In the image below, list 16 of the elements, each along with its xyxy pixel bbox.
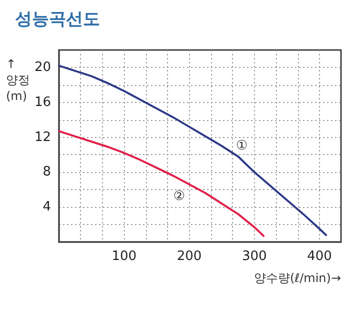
x-axis-title: 양수량(ℓ/min)→: [254, 271, 341, 285]
line-series: [58, 64, 328, 236]
y-tick-label: 8: [42, 164, 51, 180]
x-tick-label: 300: [242, 249, 267, 264]
y-axis-title: ↑ 양정 (m): [6, 57, 30, 103]
x-tick-label: 400: [307, 249, 332, 264]
annotation: ①: [236, 138, 248, 154]
y-tick-label: 12: [34, 130, 51, 145]
annotation: ②: [173, 188, 186, 204]
x-tick-label: 100: [112, 249, 137, 264]
y-tick-label: 20: [34, 60, 51, 75]
line-series: [58, 130, 264, 237]
x-tick-label: 200: [176, 249, 202, 264]
y-tick-label: 16: [34, 94, 51, 110]
y-tick-label: 4: [42, 200, 51, 215]
chart-title: 성능곡선도: [15, 10, 100, 30]
